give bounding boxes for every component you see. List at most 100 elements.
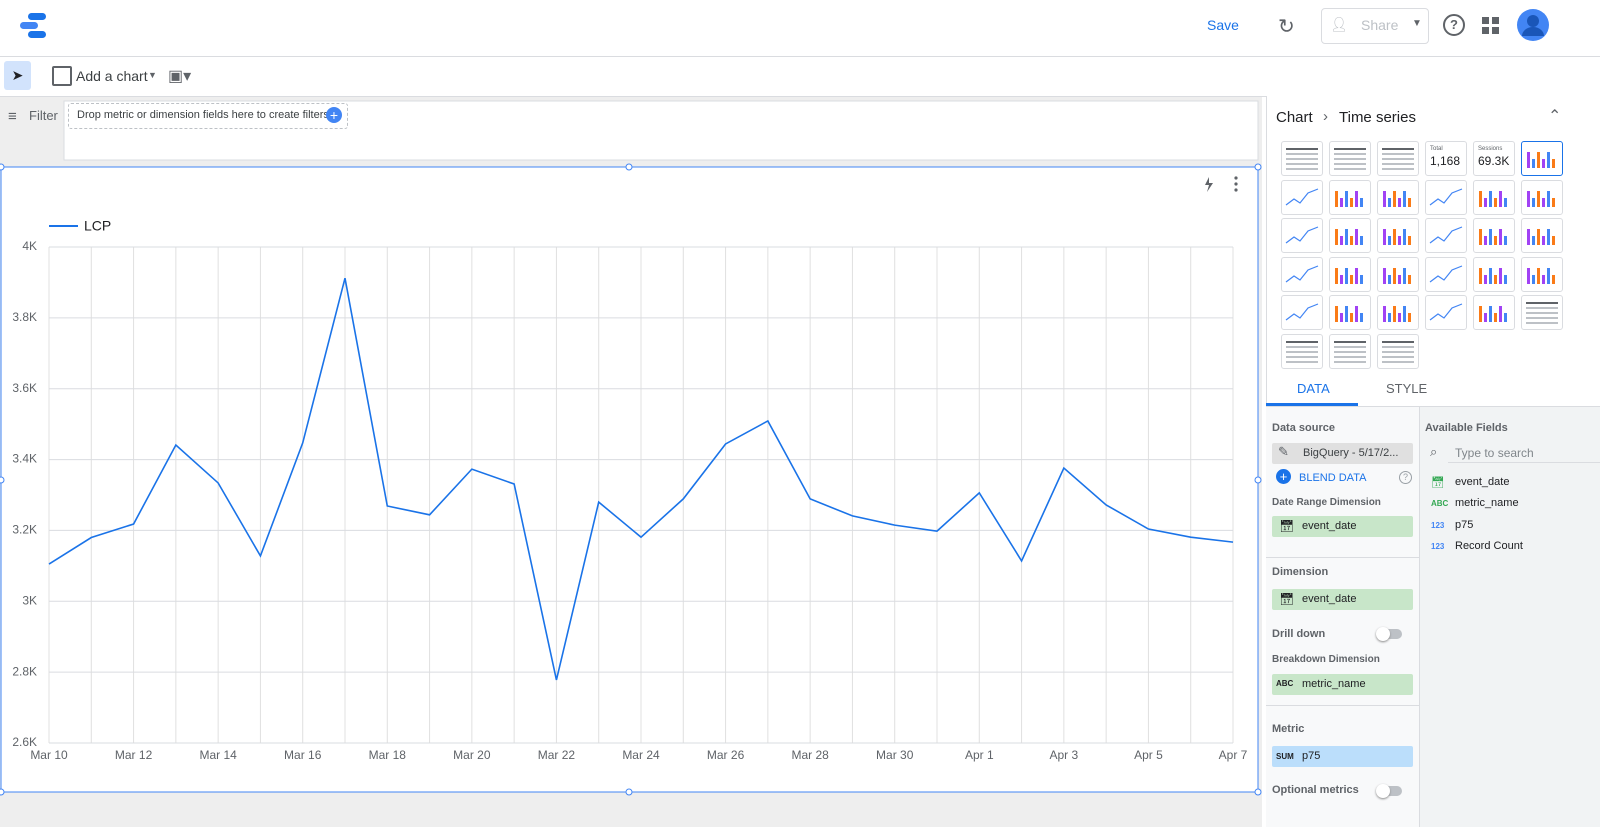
resize-handle[interactable]: [0, 163, 5, 171]
thumb-bar: [1479, 229, 1482, 245]
thumb-row: [1526, 302, 1558, 304]
chart-frame[interactable]: [0, 166, 1259, 793]
chart-type-option[interactable]: [1473, 218, 1515, 253]
tab-data[interactable]: DATA: [1297, 381, 1330, 396]
thumb-bar: [1408, 313, 1411, 322]
resize-handle[interactable]: [1254, 476, 1262, 484]
chart-type-option[interactable]: [1281, 141, 1323, 176]
toggle[interactable]: [1378, 629, 1402, 639]
chart-type-option[interactable]: [1425, 218, 1467, 253]
thumb-bar: [1403, 190, 1406, 207]
resize-handle[interactable]: [1254, 163, 1262, 171]
thumb-bar: [1532, 159, 1535, 168]
collapse-panel[interactable]: ⌃: [1548, 108, 1562, 125]
chart-type-option[interactable]: [1329, 333, 1371, 369]
thumb-bar: [1360, 274, 1363, 284]
chart-type-option[interactable]: [1281, 256, 1323, 292]
chart-type-option[interactable]: [1521, 295, 1563, 330]
share-button[interactable]: [1321, 8, 1429, 44]
chart-type-option[interactable]: [1377, 256, 1419, 292]
thumb-bar: [1489, 306, 1492, 322]
thumb-row: [1334, 355, 1366, 358]
x-tick-label: Mar 22: [538, 748, 576, 762]
chart-type-option[interactable]: Total 1,168: [1425, 141, 1467, 176]
chart-type-option[interactable]: [1329, 218, 1371, 253]
chart-type-option[interactable]: [1425, 179, 1467, 215]
chart-type-option[interactable]: Sessions 69.3K: [1473, 141, 1515, 176]
add-chart[interactable]: Add a chart: [76, 68, 148, 84]
chart-type-option[interactable]: [1521, 256, 1563, 292]
chart-type-option[interactable]: [1473, 295, 1515, 330]
chart-type-option[interactable]: [1281, 179, 1323, 215]
chart-type-option[interactable]: [1281, 333, 1323, 369]
add-filter[interactable]: +: [326, 107, 342, 123]
thumb-bar: [1350, 274, 1353, 284]
optimize-icon[interactable]: [1205, 177, 1213, 192]
chart-type-option[interactable]: [1425, 256, 1467, 292]
blend-data[interactable]: BLEND DATA: [1299, 472, 1367, 484]
chart-type-option[interactable]: [1473, 179, 1515, 215]
field-name[interactable]: metric_name: [1455, 497, 1519, 510]
chart-type-option[interactable]: [1329, 256, 1371, 292]
chart-type-option[interactable]: [1377, 179, 1419, 215]
thumb-bar: [1383, 229, 1386, 245]
date-range-chip[interactable]: [1272, 516, 1413, 537]
resize-handle[interactable]: [0, 788, 5, 796]
thumb-line: [1429, 226, 1463, 244]
chart-type-option[interactable]: [1281, 295, 1323, 330]
chart-type-option[interactable]: [1281, 218, 1323, 253]
section-label: Date Range Dimension: [1272, 497, 1381, 508]
save-button[interactable]: Save: [1207, 17, 1239, 33]
chart-type-option[interactable]: [1377, 141, 1419, 176]
apps-button[interactable]: [1482, 17, 1500, 35]
select-tool[interactable]: ➤: [4, 61, 31, 90]
dimension-field: event_date: [1302, 593, 1357, 605]
add-control[interactable]: ▣▾: [168, 68, 192, 85]
date-range-field: event_date: [1302, 520, 1357, 532]
breadcrumb-chart[interactable]: Chart: [1276, 109, 1313, 126]
chart-type-option[interactable]: [1377, 295, 1419, 330]
thumb-bar: [1383, 190, 1386, 207]
thumb-bar: [1403, 267, 1406, 284]
field-name[interactable]: p75: [1455, 518, 1474, 531]
chart-type-option[interactable]: [1329, 295, 1371, 330]
chart-type-option[interactable]: [1521, 218, 1563, 253]
y-tick-label: 3.6K: [12, 381, 37, 395]
chart-type-option[interactable]: [1329, 179, 1371, 215]
resize-handle[interactable]: [1254, 788, 1262, 796]
chart-type-option[interactable]: [1521, 179, 1563, 215]
thumb-bar: [1542, 274, 1545, 284]
thumb-bar: [1393, 306, 1396, 322]
field-name[interactable]: event_date: [1455, 476, 1510, 488]
chart-type-option[interactable]: [1377, 333, 1419, 369]
chart-type-option[interactable]: [1425, 295, 1467, 330]
chart-type-option[interactable]: [1473, 256, 1515, 292]
data-source-chip[interactable]: [1272, 443, 1413, 464]
logo[interactable]: [18, 12, 48, 40]
resize-handle[interactable]: [625, 163, 633, 171]
avatar[interactable]: [1517, 9, 1549, 41]
thumb-row: [1526, 322, 1558, 324]
filter-drop-zone[interactable]: [68, 103, 348, 129]
chart-type-option[interactable]: [1329, 141, 1371, 176]
metric-chip[interactable]: [1272, 746, 1413, 767]
chart-menu[interactable]: [1234, 176, 1238, 192]
resize-handle[interactable]: [0, 476, 5, 484]
y-tick-label: 2.8K: [12, 664, 37, 678]
field-name[interactable]: Record Count: [1455, 539, 1523, 552]
x-tick-label: Mar 12: [115, 748, 153, 762]
chart-type-option[interactable]: [1521, 141, 1563, 176]
thumb-bar: [1542, 197, 1545, 207]
dimension-chip[interactable]: [1272, 589, 1413, 610]
thumbnail-icon: [1527, 190, 1555, 207]
chart-type-option[interactable]: [1377, 218, 1419, 253]
help-button[interactable]: ?: [1443, 14, 1465, 36]
toggle[interactable]: [1378, 786, 1402, 796]
thumbnail-icon: [1479, 190, 1507, 207]
breakdown-chip[interactable]: [1272, 674, 1413, 695]
search-input[interactable]: Type to search: [1455, 446, 1534, 460]
refresh-button[interactable]: ↻: [1278, 16, 1295, 38]
resize-handle[interactable]: [625, 788, 633, 796]
thumbnail-icon: [1383, 267, 1411, 284]
tab-style[interactable]: STYLE: [1386, 381, 1428, 396]
